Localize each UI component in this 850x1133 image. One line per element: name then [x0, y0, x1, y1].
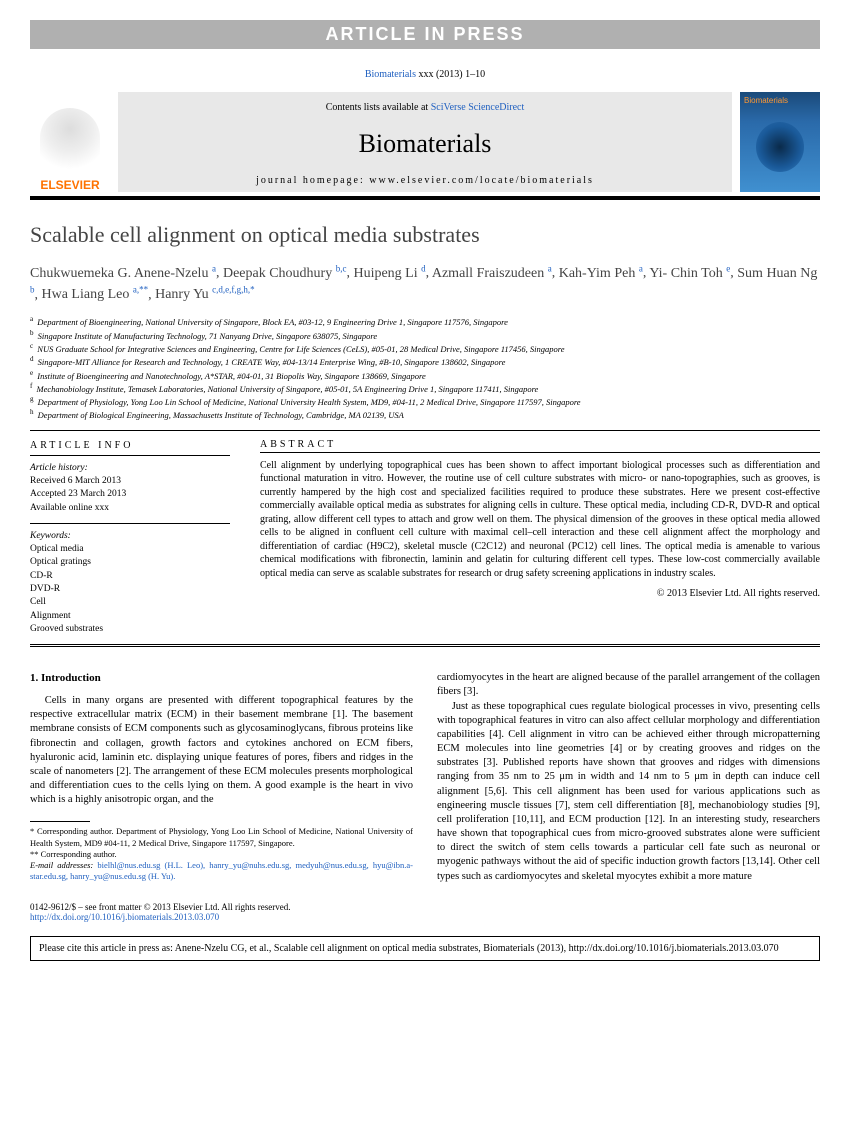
- article-info: ARTICLE INFO Article history: Received 6…: [30, 439, 230, 637]
- history-label: Article history:: [30, 462, 230, 475]
- doi-link[interactable]: http://dx.doi.org/10.1016/j.biomaterials…: [30, 912, 820, 922]
- affiliation: f Mechanobiology Institute, Temasek Labo…: [30, 382, 820, 395]
- accepted-date: Accepted 23 March 2013: [30, 488, 230, 501]
- info-head: ARTICLE INFO: [30, 439, 230, 453]
- corr1: * Corresponding author. Department of Ph…: [30, 826, 413, 848]
- journal-cover-thumb[interactable]: Biomaterials: [740, 92, 820, 192]
- info-rule-2: [30, 523, 230, 524]
- press-banner: ARTICLE IN PRESS: [30, 20, 820, 49]
- sciencedirect-link[interactable]: SciVerse ScienceDirect: [431, 102, 525, 113]
- body-columns: 1. Introduction Cells in many organs are…: [30, 671, 820, 884]
- affiliation: g Department of Physiology, Yong Loo Lin…: [30, 395, 820, 408]
- top-citation-rest: xxx (2013) 1–10: [416, 69, 485, 80]
- affiliation: a Department of Bioengineering, National…: [30, 315, 820, 328]
- keyword: Alignment: [30, 610, 230, 623]
- contents-line: Contents lists available at SciVerse Sci…: [118, 102, 732, 113]
- footnotes: * Corresponding author. Department of Ph…: [30, 826, 413, 881]
- author-sup: b: [30, 285, 35, 295]
- corr2: ** Corresponding author.: [30, 849, 413, 860]
- keywords-list: Optical mediaOptical gratingsCD-RDVD-RCe…: [30, 543, 230, 636]
- publisher-name: ELSEVIER: [40, 178, 99, 192]
- front-matter-line: 0142-9612/$ – see front matter © 2013 El…: [30, 902, 820, 912]
- author: Chukwuemeka G. Anene-Nzelu a: [30, 266, 216, 281]
- article-title: Scalable cell alignment on optical media…: [30, 222, 820, 248]
- affiliation: d Singapore-MIT Alliance for Research an…: [30, 355, 820, 368]
- abstract-col: ABSTRACT Cell alignment by underlying to…: [260, 439, 820, 637]
- elsevier-logo[interactable]: ELSEVIER: [30, 92, 110, 192]
- top-citation: Biomaterials xxx (2013) 1–10: [30, 69, 820, 80]
- keyword: Optical gratings: [30, 556, 230, 569]
- top-citation-journal[interactable]: Biomaterials: [365, 69, 416, 80]
- cover-label: Biomaterials: [744, 96, 788, 105]
- info-abstract-row: ARTICLE INFO Article history: Received 6…: [30, 439, 820, 637]
- copyright-line: © 2013 Elsevier Ltd. All rights reserved…: [260, 588, 820, 599]
- intro-p3: Just as these topographical cues regulat…: [437, 700, 820, 884]
- info-rule: [30, 455, 230, 456]
- keyword: Cell: [30, 596, 230, 609]
- author-sup: b,c: [336, 263, 347, 273]
- author: Hanry Yu c,d,e,f,g,h,*: [155, 287, 255, 302]
- masthead-center: Contents lists available at SciVerse Sci…: [118, 92, 732, 192]
- author-sup: a: [212, 263, 216, 273]
- authors: Chukwuemeka G. Anene-Nzelu a, Deepak Cho…: [30, 262, 820, 305]
- abstract-head: ABSTRACT: [260, 439, 820, 450]
- footer-info: 0142-9612/$ – see front matter © 2013 El…: [30, 902, 820, 922]
- footnote-rule: [30, 821, 90, 822]
- affiliations: a Department of Bioengineering, National…: [30, 315, 820, 421]
- author-sup: d: [421, 263, 426, 273]
- author: Hwa Liang Leo a,**: [42, 287, 149, 302]
- affiliation: c NUS Graduate School for Integrative Sc…: [30, 342, 820, 355]
- homepage-url[interactable]: www.elsevier.com/locate/biomaterials: [369, 175, 594, 186]
- author: Deepak Choudhury b,c: [223, 266, 347, 281]
- divider: [30, 430, 820, 431]
- double-rule: [30, 644, 820, 647]
- homepage-pre: journal homepage:: [256, 175, 369, 186]
- affiliation: b Singapore Institute of Manufacturing T…: [30, 329, 820, 342]
- keyword: CD-R: [30, 570, 230, 583]
- intro-p1: Cells in many organs are presented with …: [30, 694, 413, 807]
- author: Yi- Chin Toh e: [649, 266, 730, 281]
- keywords-label: Keywords:: [30, 530, 230, 543]
- received-date: Received 6 March 2013: [30, 475, 230, 488]
- author-sup: c,d,e,f,g,h,*: [212, 285, 255, 295]
- elsevier-tree-icon: [40, 108, 100, 178]
- online-date: Available online xxx: [30, 502, 230, 515]
- author-sup: a,**: [133, 285, 148, 295]
- author: Kah-Yim Peh a: [559, 266, 643, 281]
- intro-p2: cardiomyocytes in the heart are aligned …: [437, 671, 820, 699]
- cite-box: Please cite this article in press as: An…: [30, 936, 820, 961]
- intro-head: 1. Introduction: [30, 671, 413, 686]
- keyword: Grooved substrates: [30, 623, 230, 636]
- abstract-text: Cell alignment by underlying topographic…: [260, 459, 820, 581]
- author-sup: a: [548, 263, 552, 273]
- keyword: DVD-R: [30, 583, 230, 596]
- homepage-line: journal homepage: www.elsevier.com/locat…: [118, 175, 732, 186]
- keyword: Optical media: [30, 543, 230, 556]
- abstract-rule: [260, 452, 820, 453]
- email-addresses: E-mail addresses: bielhl@nus.edu.sg (H.L…: [30, 860, 413, 882]
- masthead: ELSEVIER Contents lists available at Sci…: [30, 92, 820, 192]
- affiliation: h Department of Biological Engineering, …: [30, 408, 820, 421]
- author: Azmall Fraiszudeen a: [432, 266, 552, 281]
- journal-name: Biomaterials: [118, 129, 732, 159]
- author-sup: a: [639, 263, 643, 273]
- contents-pre: Contents lists available at: [326, 102, 431, 113]
- author-sup: e: [726, 263, 730, 273]
- affiliation: e Institute of Bioengineering and Nanote…: [30, 369, 820, 382]
- author: Huipeng Li d: [353, 266, 425, 281]
- black-rule: [30, 197, 820, 200]
